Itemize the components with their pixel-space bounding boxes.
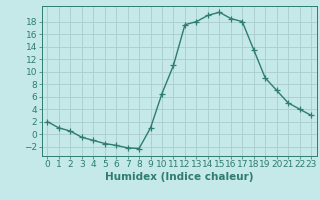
- X-axis label: Humidex (Indice chaleur): Humidex (Indice chaleur): [105, 172, 253, 182]
